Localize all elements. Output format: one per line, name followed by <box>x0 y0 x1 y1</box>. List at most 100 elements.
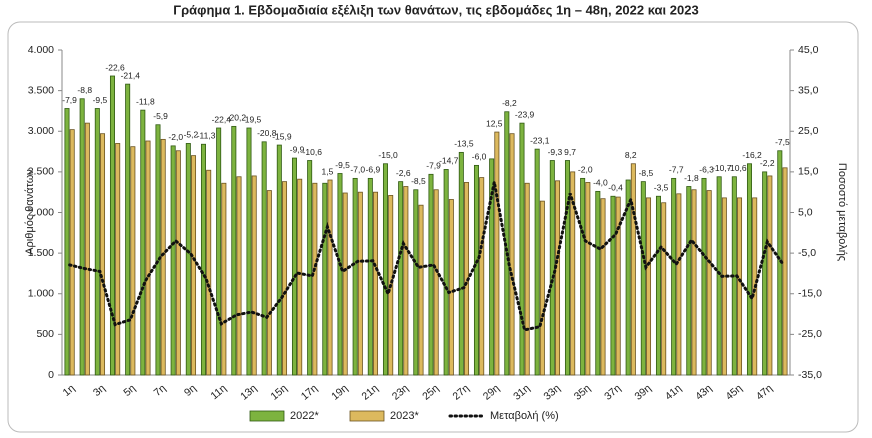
data-label: -13,5 <box>454 139 474 149</box>
legend-swatch <box>249 410 285 422</box>
bar <box>206 169 212 376</box>
bar <box>570 171 576 376</box>
bar <box>580 177 586 376</box>
bar <box>610 195 616 376</box>
bar <box>231 125 237 376</box>
y2-tick-label: -5,0 <box>798 247 816 259</box>
bar <box>266 190 272 376</box>
data-label: -2,0 <box>578 165 593 175</box>
data-label: -14,7 <box>439 156 459 166</box>
y2-axis-label: Ποσοστό μεταβολής <box>836 163 848 261</box>
bar <box>185 143 191 376</box>
bar <box>160 138 166 376</box>
data-label: 9,7 <box>564 147 576 157</box>
bar <box>84 122 90 376</box>
bar <box>691 189 697 376</box>
bar <box>130 146 136 376</box>
bar <box>737 197 743 376</box>
bar <box>428 173 434 376</box>
data-label: -8,2 <box>502 98 517 108</box>
bar <box>762 171 768 376</box>
bar <box>701 177 707 376</box>
data-label: 1,5 <box>322 166 334 176</box>
data-label: -8,8 <box>77 85 92 95</box>
data-label: -7,9 <box>62 95 77 105</box>
bar <box>782 167 788 376</box>
bar <box>191 155 197 376</box>
bar <box>509 133 515 376</box>
y2-tick-label: 25,0 <box>798 125 819 137</box>
bar <box>251 175 257 376</box>
bar <box>479 177 485 376</box>
data-label: -20,8 <box>257 128 277 138</box>
y-tick-label: 2.000 <box>28 206 54 218</box>
bar <box>494 131 500 376</box>
bar <box>291 157 297 376</box>
data-label: -7,9 <box>426 161 441 171</box>
data-label: -2,2 <box>760 158 775 168</box>
bar <box>200 143 206 376</box>
bar <box>403 186 409 376</box>
bar <box>489 158 495 376</box>
bar <box>175 150 181 376</box>
y-tick-label: 4.000 <box>28 44 54 56</box>
bar <box>357 191 363 376</box>
bar <box>640 181 646 376</box>
data-label: -3,5 <box>654 183 669 193</box>
data-label: -2,6 <box>396 168 411 178</box>
bar <box>367 177 373 376</box>
bar <box>352 177 358 376</box>
y2-tick-label: 35,0 <box>798 84 819 96</box>
data-label: -11,3 <box>197 131 216 141</box>
bar <box>382 163 388 376</box>
y-tick-label: 3.500 <box>28 84 54 96</box>
data-label: -4,0 <box>593 178 608 188</box>
bar <box>373 191 379 376</box>
y2-tick-label: 15,0 <box>798 166 819 178</box>
data-label: -7,0 <box>350 165 365 175</box>
bar <box>595 190 601 376</box>
data-label: -16,2 <box>742 150 762 160</box>
bar <box>443 169 449 376</box>
bar <box>671 177 677 376</box>
data-label: -20,2 <box>227 113 247 123</box>
data-label: -2,0 <box>168 132 183 142</box>
bar <box>100 133 106 376</box>
bar <box>94 108 100 376</box>
legend-label: Μεταβολή (%) <box>490 410 559 422</box>
bar <box>170 145 176 376</box>
data-label: -0,4 <box>608 183 623 193</box>
bar <box>236 176 242 376</box>
bar <box>69 129 75 376</box>
bar <box>686 186 692 376</box>
bar <box>216 127 222 376</box>
y-tick-label: 500 <box>36 328 54 340</box>
y-tick-label: 3.000 <box>28 125 54 137</box>
bar <box>615 196 621 376</box>
y2-tick-label: -15,0 <box>798 288 822 300</box>
bar <box>655 195 661 376</box>
data-label: -9,5 <box>93 95 108 105</box>
bar <box>398 181 404 376</box>
y2-tick-label: 45,0 <box>798 44 819 56</box>
data-label: 12,5 <box>486 118 503 128</box>
bar <box>555 180 561 376</box>
bar <box>539 200 545 376</box>
data-label: -6,3 <box>699 165 714 175</box>
y-axis-label: Αριθμός θανάτων <box>24 169 36 255</box>
data-label: -9,5 <box>335 160 350 170</box>
y-tick-label: 2.500 <box>28 166 54 178</box>
bar <box>312 182 318 376</box>
bar <box>458 151 464 376</box>
y2-tick-label: 5,0 <box>798 206 813 218</box>
data-label: -8,5 <box>411 176 426 186</box>
data-label: -15,9 <box>272 131 292 141</box>
bar <box>140 109 146 376</box>
data-label: -10,6 <box>727 163 747 173</box>
y2-tick-label: -25,0 <box>798 328 822 340</box>
bar <box>625 179 631 376</box>
bar <box>630 163 636 376</box>
data-label: 8,2 <box>625 150 637 160</box>
